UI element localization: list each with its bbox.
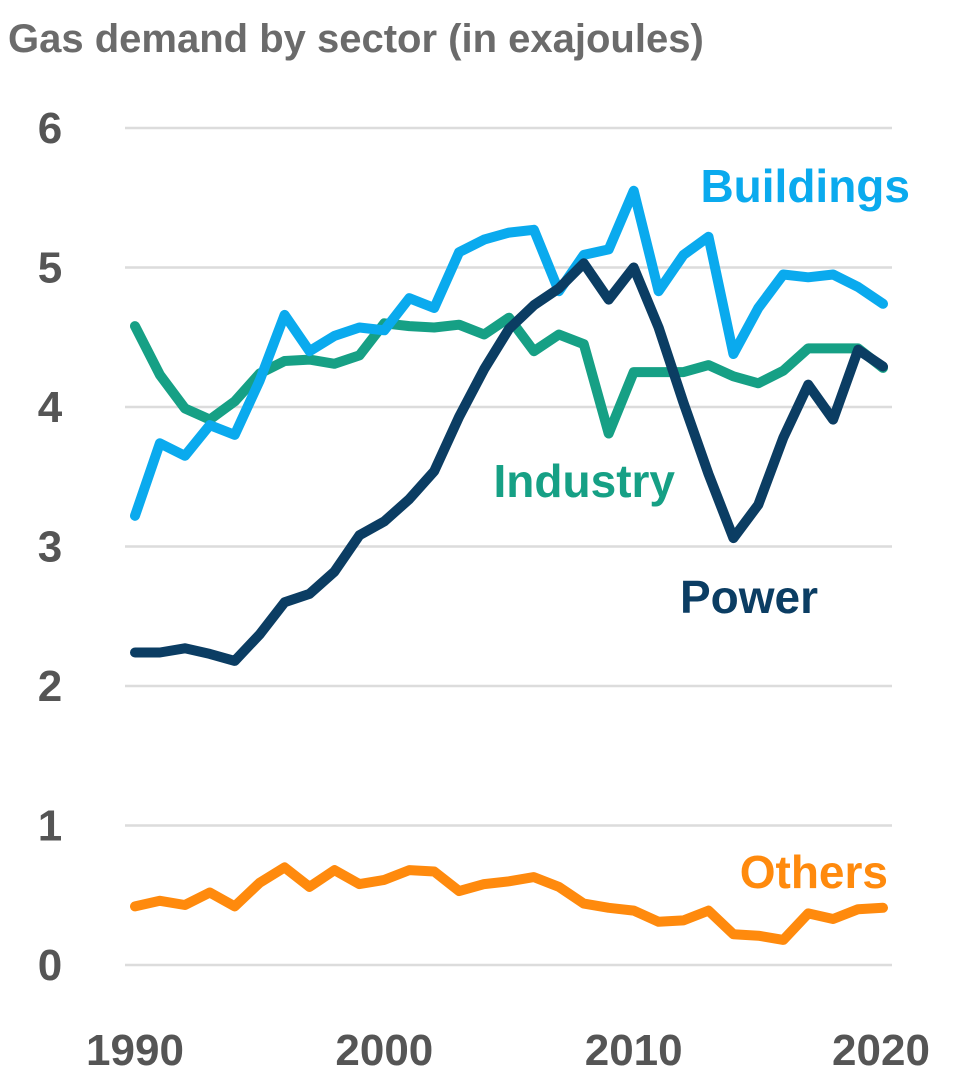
series-label-power: Power (680, 571, 818, 623)
series-line-power (130, 258, 888, 666)
y-axis-ticks: 0 1 2 3 4 5 6 (38, 104, 63, 990)
y-tick-label: 5 (38, 244, 62, 293)
x-tick-label: 2010 (585, 1026, 683, 1075)
series-label-buildings: Buildings (700, 160, 910, 212)
series-label-others: Others (740, 846, 888, 898)
series-labels: Buildings Industry Power Others (494, 160, 910, 898)
x-tick-label: 2020 (832, 1026, 930, 1075)
gridlines (125, 126, 892, 967)
chart-title: Gas demand by sector (in exajoules) (8, 17, 704, 61)
y-tick-label: 1 (38, 802, 62, 851)
y-tick-label: 0 (38, 941, 62, 990)
x-tick-label: 1990 (86, 1026, 184, 1075)
series-line-buildings (130, 185, 888, 521)
series-label-industry: Industry (494, 455, 676, 507)
series-lines (130, 185, 888, 945)
series-line-others (130, 862, 888, 945)
y-tick-label: 4 (38, 383, 63, 432)
y-tick-label: 3 (38, 523, 62, 572)
x-tick-label: 2000 (335, 1026, 433, 1075)
y-tick-label: 6 (38, 104, 62, 153)
y-tick-label: 2 (38, 662, 62, 711)
x-axis-ticks: 1990 2000 2010 2020 (86, 1026, 930, 1075)
